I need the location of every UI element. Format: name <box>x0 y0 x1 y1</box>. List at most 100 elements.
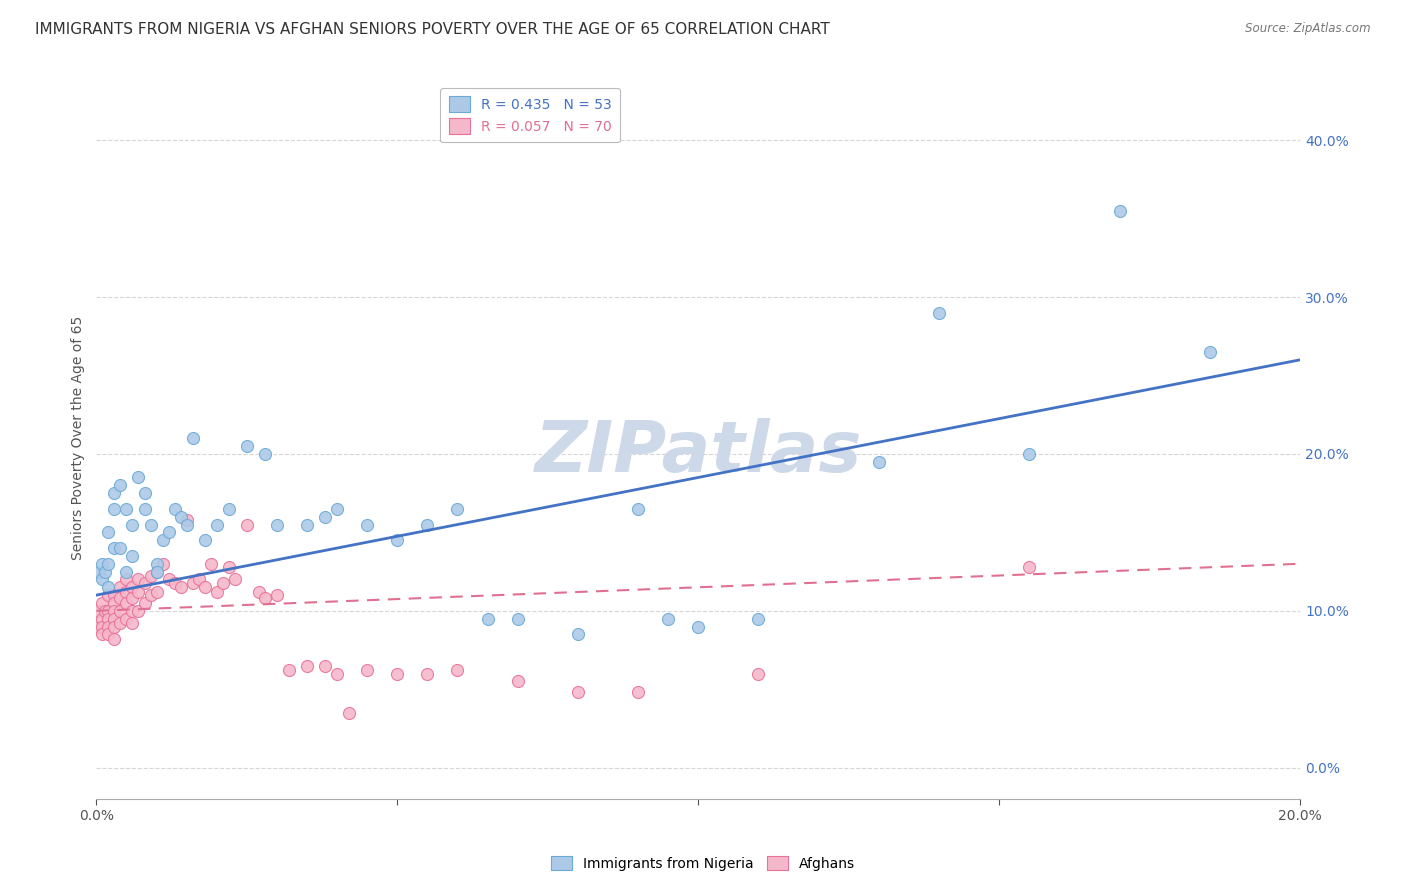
Point <box>103 486 125 500</box>
Point <box>176 513 198 527</box>
Point <box>163 501 186 516</box>
Y-axis label: Seniors Poverty Over the Age of 65: Seniors Poverty Over the Age of 65 <box>72 316 86 560</box>
Point <box>145 585 167 599</box>
Point <box>91 619 114 633</box>
Point <box>1018 560 1040 574</box>
Point <box>145 565 167 579</box>
Point <box>278 664 301 678</box>
Point <box>446 664 468 678</box>
Point <box>627 685 650 699</box>
Point <box>103 604 125 618</box>
Point <box>1018 447 1040 461</box>
Point <box>253 447 276 461</box>
Point <box>110 604 132 618</box>
Point <box>91 596 114 610</box>
Point <box>218 501 240 516</box>
Text: IMMIGRANTS FROM NIGERIA VS AFGHAN SENIORS POVERTY OVER THE AGE OF 65 CORRELATION: IMMIGRANTS FROM NIGERIA VS AFGHAN SENIOR… <box>35 22 830 37</box>
Point <box>97 525 120 540</box>
Point <box>152 557 174 571</box>
Point <box>314 658 336 673</box>
Point <box>295 517 318 532</box>
Point <box>110 616 132 631</box>
Point <box>205 517 228 532</box>
Point <box>194 533 217 548</box>
Point <box>205 585 228 599</box>
Text: Source: ZipAtlas.com: Source: ZipAtlas.com <box>1246 22 1371 36</box>
Point <box>115 612 138 626</box>
Point <box>1198 345 1220 359</box>
Point <box>688 619 710 633</box>
Point <box>97 604 120 618</box>
Point <box>567 627 589 641</box>
Point <box>314 509 336 524</box>
Point <box>97 588 120 602</box>
Point <box>868 455 890 469</box>
Point <box>567 685 589 699</box>
Point <box>121 591 143 606</box>
Point <box>169 580 191 594</box>
Point <box>295 658 318 673</box>
Point <box>127 604 149 618</box>
Point <box>152 533 174 548</box>
Point <box>110 541 132 555</box>
Point <box>91 627 114 641</box>
Point <box>139 517 162 532</box>
Point <box>163 575 186 590</box>
Point <box>110 478 132 492</box>
Point <box>91 573 114 587</box>
Point <box>1108 203 1130 218</box>
Point <box>103 501 125 516</box>
Point <box>187 573 209 587</box>
Point <box>416 517 439 532</box>
Point <box>224 573 246 587</box>
Point <box>127 470 149 484</box>
Point <box>103 588 125 602</box>
Point <box>94 565 117 579</box>
Point <box>121 549 143 563</box>
Point <box>266 588 288 602</box>
Point <box>387 666 409 681</box>
Point <box>266 517 288 532</box>
Point <box>157 573 180 587</box>
Point <box>89 565 111 579</box>
Point <box>91 612 114 626</box>
Point <box>139 569 162 583</box>
Point <box>356 664 378 678</box>
Point <box>103 541 125 555</box>
Point <box>134 501 156 516</box>
Point <box>506 612 529 626</box>
Point <box>157 525 180 540</box>
Point <box>139 588 162 602</box>
Point <box>127 585 149 599</box>
Point <box>103 612 125 626</box>
Point <box>115 565 138 579</box>
Point <box>200 557 222 571</box>
Point <box>121 616 143 631</box>
Point <box>253 591 276 606</box>
Point <box>115 573 138 587</box>
Point <box>211 575 233 590</box>
Point <box>115 585 138 599</box>
Point <box>477 612 499 626</box>
Point <box>416 666 439 681</box>
Point <box>91 557 114 571</box>
Point <box>247 585 270 599</box>
Point <box>115 596 138 610</box>
Point <box>103 619 125 633</box>
Point <box>134 575 156 590</box>
Point <box>181 575 204 590</box>
Point <box>218 560 240 574</box>
Point <box>356 517 378 532</box>
Point <box>110 591 132 606</box>
Point <box>326 666 349 681</box>
Point <box>115 501 138 516</box>
Point <box>97 580 120 594</box>
Point <box>97 627 120 641</box>
Point <box>446 501 468 516</box>
Point <box>121 580 143 594</box>
Point <box>169 509 191 524</box>
Point <box>181 431 204 445</box>
Point <box>103 596 125 610</box>
Point <box>387 533 409 548</box>
Text: ZIPatlas: ZIPatlas <box>534 418 862 487</box>
